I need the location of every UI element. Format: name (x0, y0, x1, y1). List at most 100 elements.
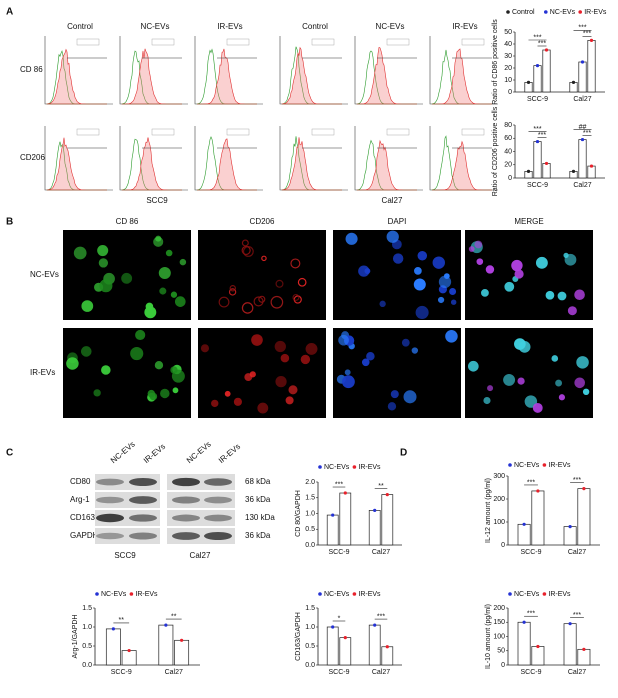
y-tick-label: 1.0 (82, 624, 92, 631)
cell (275, 376, 287, 388)
band (96, 478, 124, 486)
band (204, 531, 232, 541)
column-header: Control (302, 22, 328, 31)
y-tick-label: 0 (501, 542, 505, 549)
bar-dot (522, 620, 526, 624)
x-tick-label: Cal27 (573, 182, 591, 189)
cell (576, 356, 589, 369)
cell (413, 278, 426, 291)
cell (563, 252, 569, 258)
x-tick-label: Cal27 (568, 669, 586, 676)
bar-dot (589, 164, 594, 168)
x-tick-label: SCC-9 (527, 182, 548, 189)
legend-label: IR-EVs (548, 462, 571, 469)
legend-label: IR-EVs (358, 464, 381, 471)
histogram-legend (151, 38, 175, 46)
cell (345, 232, 358, 245)
y-tick-label: 200 (493, 605, 505, 612)
bar-dot (582, 647, 586, 651)
y-tick-label: 50 (497, 648, 505, 655)
y-tick-label: 200 (493, 496, 505, 503)
y-tick-label: 0 (508, 175, 512, 182)
cell (73, 246, 87, 260)
histogram-legend (461, 38, 485, 46)
histogram-legend (226, 128, 250, 136)
cell (417, 251, 428, 261)
sig-label: ** (171, 613, 177, 620)
cell (390, 390, 399, 399)
cell (432, 256, 445, 269)
cell (274, 340, 286, 353)
y-axis-label: CD163/GAPDH (295, 612, 302, 661)
cell (135, 329, 146, 341)
bar-dot (526, 169, 531, 173)
sig-label: *** (578, 25, 586, 32)
bar-dot (536, 644, 540, 649)
bar (531, 490, 545, 546)
panel-label: B (6, 217, 13, 228)
y-tick-label: 150 (493, 619, 505, 626)
column-header: NC-EVs (376, 22, 405, 31)
cell (253, 296, 264, 307)
y-tick-label: 20 (504, 162, 512, 169)
y-tick-label: 50 (504, 29, 512, 36)
y-tick-label: 100 (493, 519, 505, 526)
x-tick-label: SCC-9 (520, 669, 541, 676)
histogram-legend (76, 128, 100, 136)
sig-label: * (338, 615, 341, 622)
bar (368, 510, 381, 546)
cell (165, 249, 173, 257)
cell (574, 377, 586, 389)
x-tick-label: SCC-9 (520, 549, 541, 556)
histogram-curve (197, 48, 257, 105)
cell (171, 369, 185, 383)
cell (557, 291, 567, 301)
cell (179, 258, 187, 266)
cell (158, 267, 171, 280)
histogram-curve (121, 48, 182, 105)
cell (545, 290, 555, 300)
cell (514, 269, 524, 279)
cell (170, 291, 178, 298)
band (129, 496, 157, 504)
band (129, 514, 157, 522)
cell (257, 402, 269, 414)
y-tick-label: 1.5 (305, 605, 315, 612)
cell (292, 293, 300, 301)
sig-label: *** (533, 34, 541, 41)
lane-label: IR-EVs (217, 442, 242, 465)
cell (386, 230, 399, 243)
cell (535, 256, 548, 269)
cell (514, 338, 526, 350)
bar-dot (571, 169, 576, 173)
y-tick-label: 100 (493, 633, 505, 640)
bar (577, 648, 591, 666)
bar (587, 165, 596, 179)
histogram-curve (432, 140, 492, 191)
y-tick-label: 0.0 (305, 662, 315, 669)
y-tick-label: 1.0 (305, 624, 315, 631)
bar (578, 61, 587, 93)
cell (366, 352, 375, 361)
band (204, 514, 232, 522)
cell (147, 389, 156, 398)
bar (326, 626, 339, 666)
row-label: CD 86 (20, 65, 43, 74)
bar-dot (544, 48, 549, 52)
band (172, 496, 200, 504)
cell (468, 246, 475, 252)
y-tick-label: 1.5 (82, 605, 92, 612)
cell (524, 395, 538, 408)
cell (392, 253, 404, 264)
bar-dot (385, 493, 389, 497)
y-tick-label: 0 (508, 89, 512, 96)
bar (339, 492, 352, 546)
legend-label: NC-EVs (324, 591, 350, 598)
sig-label: *** (573, 477, 581, 484)
row-label: IR-EVs (30, 368, 55, 377)
histogram-axis (279, 36, 348, 105)
y-tick-label: 10 (504, 77, 512, 84)
bar-dot (580, 137, 585, 142)
y-axis-label: Arg-1/GAPDH (72, 615, 79, 659)
y-tick-label: 80 (504, 122, 512, 129)
